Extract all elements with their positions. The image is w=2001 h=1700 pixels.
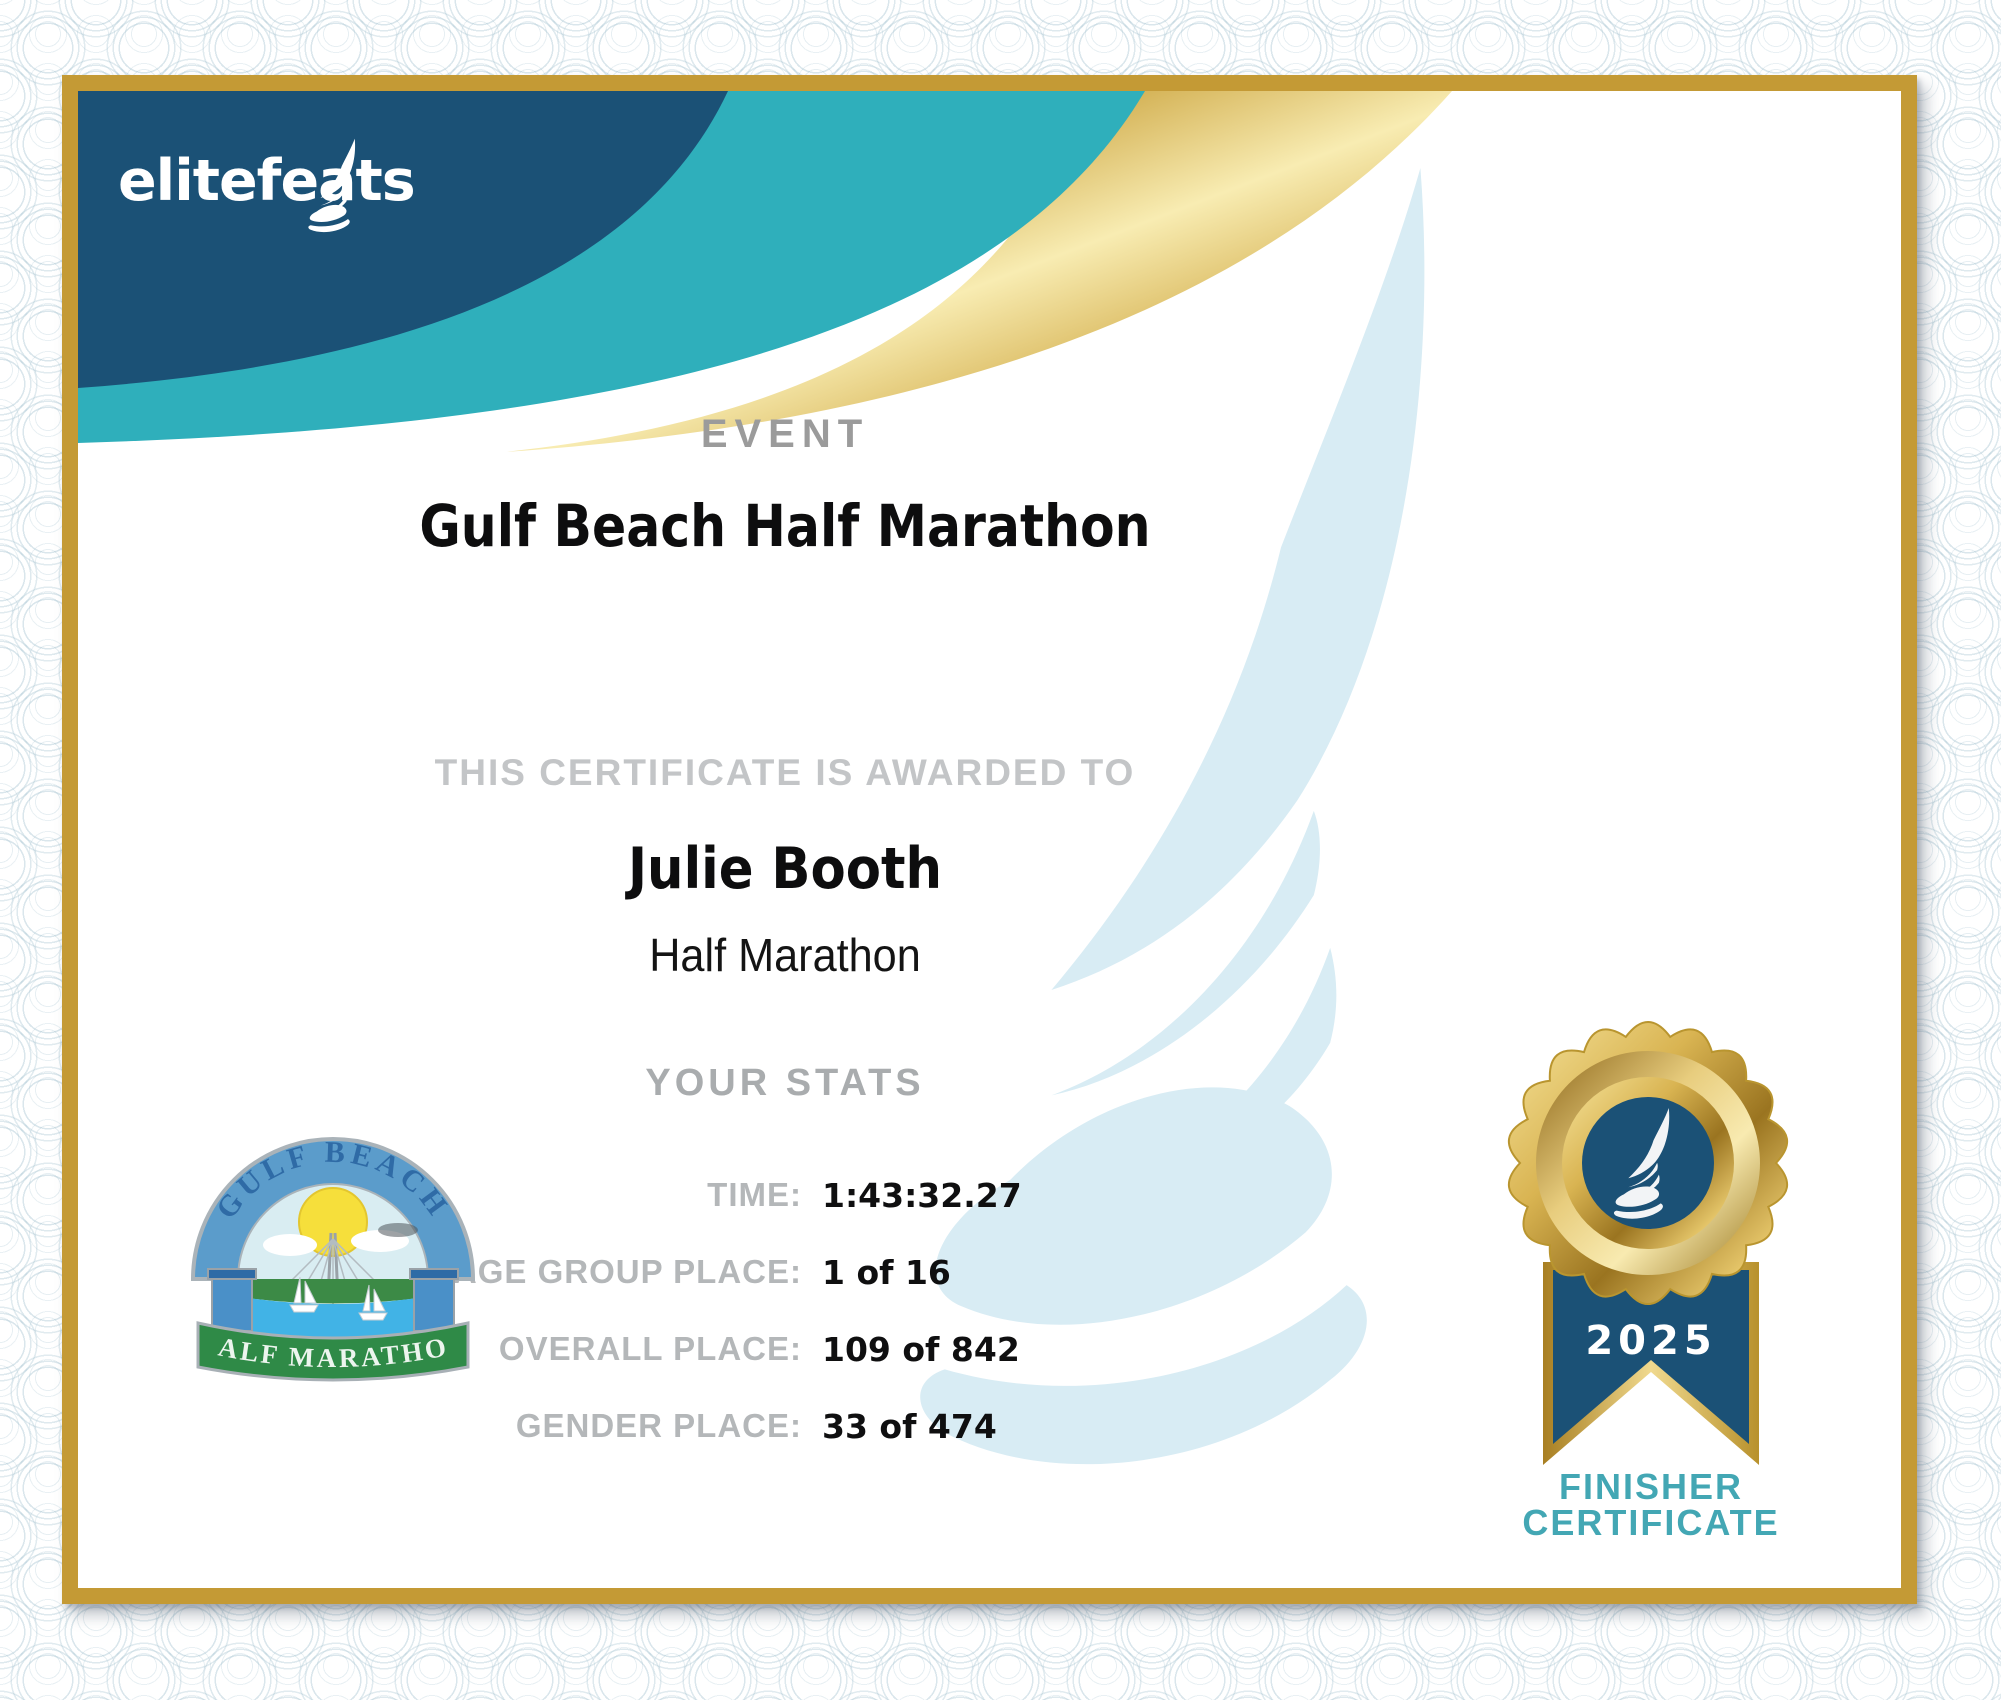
stat-value: 33 of 474: [822, 1407, 997, 1446]
stat-label: OVERALL PLACE:: [498, 1330, 802, 1367]
division-name: Half Marathon: [649, 929, 921, 981]
event-label: EVENT: [700, 412, 870, 456]
stat-row-time: TIME: 1:43:32.27: [0, 1176, 1570, 1220]
badge-caption-finisher: FINISHER: [1558, 1466, 1743, 1507]
badge-year: 2025: [1585, 1318, 1717, 1364]
stats-heading: YOUR STATS: [645, 1062, 925, 1104]
awarded-to-label: THIS CERTIFICATE IS AWARDED TO: [434, 752, 1136, 793]
stat-row-overall-place: OVERALL PLACE: 109 of 842: [0, 1330, 1570, 1374]
stat-row-age-group-place: AGE GROUP PLACE: 1 of 16: [0, 1253, 1570, 1297]
event-name: Gulf Beach Half Marathon: [419, 492, 1151, 560]
brand-logo: elitefeats: [118, 148, 416, 214]
stat-label: GENDER PLACE:: [515, 1407, 802, 1444]
stat-row-gender-place: GENDER PLACE: 33 of 474: [0, 1407, 1570, 1451]
recipient-name: Julie Booth: [627, 836, 943, 902]
stat-value: 109 of 842: [822, 1330, 1020, 1369]
stat-value: 1 of 16: [822, 1253, 951, 1292]
stat-value: 1:43:32.27: [822, 1176, 1022, 1215]
brand-logo-text: elitefeats: [118, 148, 416, 214]
badge-caption-certificate: CERTIFICATE: [1522, 1502, 1780, 1543]
stat-label: TIME:: [707, 1176, 802, 1213]
stat-label: AGE GROUP PLACE:: [452, 1253, 802, 1290]
